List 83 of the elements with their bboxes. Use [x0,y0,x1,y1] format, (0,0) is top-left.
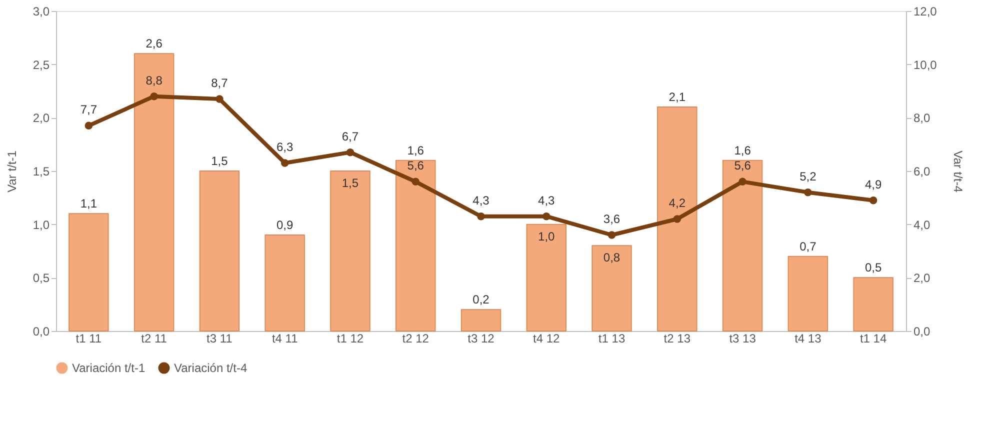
y2-tick-label: 4,0 [914,218,931,232]
data-label: 6,3 [276,140,294,154]
data-label: 8,7 [211,76,228,90]
data-label: 0,8 [603,250,620,265]
x-tick-label: t2 12 [402,332,430,346]
bar [199,170,240,332]
x-tick-label: t1 13 [598,332,626,346]
data-label: 7,7 [80,102,98,117]
y2-tick-label: 0,0 [914,324,931,338]
data-label: 4,9 [864,177,882,192]
x-tick-label: t3 12 [468,332,495,346]
y2-tick-label: 8,0 [914,111,931,126]
point [412,178,420,186]
x-tick-label: t4 13 [794,332,822,346]
point [542,212,550,220]
bar [134,53,174,332]
x-tick-label: t1 12 [336,332,364,346]
data-label: 2,6 [146,36,163,51]
y-tick-label: 2,0 [32,111,50,126]
bar [68,213,109,332]
y2-axis-title: Var t/t-4 [950,150,965,193]
point [84,122,93,130]
data-label: 1,6 [734,143,752,158]
data-label: 1,5 [342,176,359,190]
point [673,215,682,223]
data-label: 1,1 [80,196,98,211]
data-label: 4,3 [538,193,556,208]
data-label: 1,6 [407,143,424,158]
point [216,95,224,103]
data-label: 2,1 [668,90,686,104]
x-tick-label: t4 11 [272,332,298,346]
y2-tick-label: 12,0 [914,4,938,18]
data-label: 8,8 [146,73,163,88]
y-tick-label: 2,5 [32,58,50,72]
point [608,231,616,239]
x-tick-label: t4 12 [533,332,560,346]
data-label: 0,5 [864,260,882,275]
point [869,196,878,204]
data-label: 5,2 [800,169,817,184]
x-tick-label: t1 14 [860,332,887,346]
y2-tick-label: 6,0 [914,164,931,178]
point [346,148,354,156]
data-label: 4,2 [668,196,686,210]
bar [526,224,566,332]
data-label: 0,2 [472,292,490,307]
point [804,188,812,196]
legend-label: Variación t/t-1 [72,361,146,375]
y2-tick-label: 10,0 [914,58,938,72]
data-label: 1,5 [211,154,228,168]
bar [396,160,436,332]
bar [853,277,894,332]
y2-tick-label: 2,0 [914,271,931,286]
data-label: 3,6 [603,212,620,226]
y-tick-label: 1,0 [32,218,50,232]
bar [460,309,502,332]
point [280,159,289,167]
data-label: 6,7 [342,129,359,144]
point [477,212,485,220]
y-tick-label: 0,5 [32,271,50,286]
y-axis-title: Var t/t-1 [4,150,19,192]
legend-label: Variación t/t-4 [174,361,248,375]
data-label: 1,0 [538,229,556,244]
data-label: 0,9 [276,218,294,232]
x-tick-label: t2 11 [141,332,168,346]
data-label: 4,3 [472,193,490,208]
y-tick-label: 3,0 [32,4,50,18]
data-label: 5,6 [734,158,752,173]
data-label: 5,6 [407,158,424,173]
bar [657,106,698,332]
data-label: 0,7 [800,239,817,254]
bar [788,256,828,332]
x-tick-label: t2 13 [664,332,691,346]
y-tick-label: 1,5 [32,164,50,178]
point [738,178,746,186]
point [150,92,158,100]
y-tick-label: 0,0 [32,324,50,338]
x-tick-label: t1 11 [76,332,102,346]
bar [722,160,763,332]
bar [264,234,305,332]
x-tick-label: t3 11 [206,332,233,346]
bar [592,245,632,332]
bar [330,170,370,332]
x-tick-label: t3 13 [729,332,756,346]
